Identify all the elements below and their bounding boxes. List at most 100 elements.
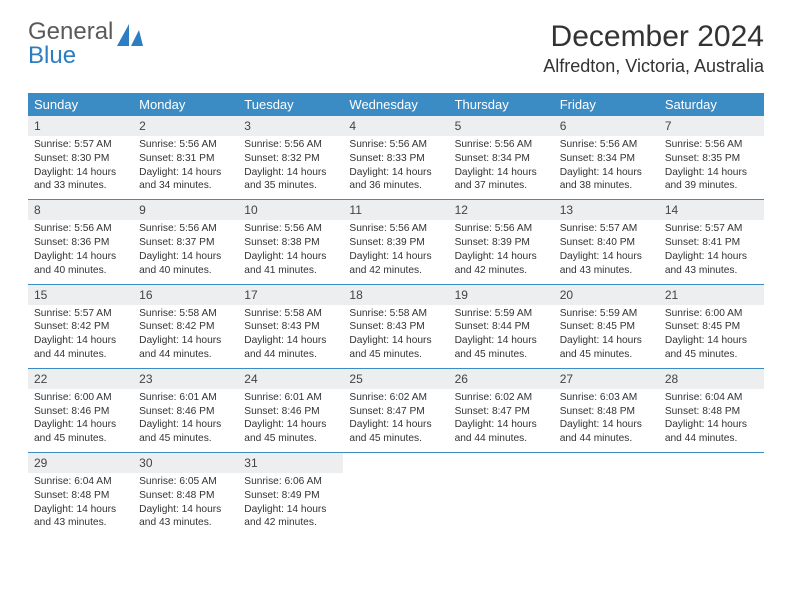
calendar-cell <box>343 453 448 536</box>
sunset-line: Sunset: 8:45 PM <box>659 320 764 334</box>
sunrise-line: Sunrise: 5:57 AM <box>554 222 659 236</box>
calendar-cell: 12Sunrise: 5:56 AMSunset: 8:39 PMDayligh… <box>449 200 554 283</box>
sunrise-line: Sunrise: 5:57 AM <box>659 222 764 236</box>
calendar-cell: 20Sunrise: 5:59 AMSunset: 8:45 PMDayligh… <box>554 285 659 368</box>
day-number: 14 <box>659 200 764 220</box>
daylight-line: Daylight: 14 hours and 37 minutes. <box>449 166 554 194</box>
sunrise-line: Sunrise: 5:56 AM <box>449 138 554 152</box>
daylight-line: Daylight: 14 hours and 33 minutes. <box>28 166 133 194</box>
day-number: 8 <box>28 200 133 220</box>
day-number: 7 <box>659 116 764 136</box>
calendar-cell: 14Sunrise: 5:57 AMSunset: 8:41 PMDayligh… <box>659 200 764 283</box>
logo-word2: Blue <box>28 42 76 69</box>
day-number: 17 <box>238 285 343 305</box>
logo-word1: General <box>28 18 113 45</box>
daylight-line: Daylight: 14 hours and 42 minutes. <box>449 250 554 278</box>
sunset-line: Sunset: 8:32 PM <box>238 152 343 166</box>
calendar-cell <box>554 453 659 536</box>
sunset-line: Sunset: 8:49 PM <box>238 489 343 503</box>
sunrise-line: Sunrise: 6:03 AM <box>554 391 659 405</box>
sunrise-line: Sunrise: 5:58 AM <box>133 307 238 321</box>
day-number: 13 <box>554 200 659 220</box>
calendar-cell: 1Sunrise: 5:57 AMSunset: 8:30 PMDaylight… <box>28 116 133 199</box>
daylight-line: Daylight: 14 hours and 34 minutes. <box>133 166 238 194</box>
day-number: 24 <box>238 369 343 389</box>
day-number: 18 <box>343 285 448 305</box>
logo: General Blue <box>28 20 145 68</box>
daylight-line: Daylight: 14 hours and 44 minutes. <box>28 334 133 362</box>
day-number: 9 <box>133 200 238 220</box>
daylight-line: Daylight: 14 hours and 45 minutes. <box>343 418 448 446</box>
daylight-line: Daylight: 14 hours and 40 minutes. <box>28 250 133 278</box>
day-number: 19 <box>449 285 554 305</box>
sunset-line: Sunset: 8:38 PM <box>238 236 343 250</box>
day-number: 6 <box>554 116 659 136</box>
sunrise-line: Sunrise: 6:00 AM <box>659 307 764 321</box>
daylight-line: Daylight: 14 hours and 42 minutes. <box>343 250 448 278</box>
calendar-cell: 19Sunrise: 5:59 AMSunset: 8:44 PMDayligh… <box>449 285 554 368</box>
weekday-label: Sunday <box>28 93 133 116</box>
sunset-line: Sunset: 8:39 PM <box>449 236 554 250</box>
daylight-line: Daylight: 14 hours and 45 minutes. <box>449 334 554 362</box>
day-number: 20 <box>554 285 659 305</box>
calendar-cell: 27Sunrise: 6:03 AMSunset: 8:48 PMDayligh… <box>554 369 659 452</box>
day-number: 25 <box>343 369 448 389</box>
daylight-line: Daylight: 14 hours and 44 minutes. <box>238 334 343 362</box>
sunrise-line: Sunrise: 6:06 AM <box>238 475 343 489</box>
sunset-line: Sunset: 8:43 PM <box>238 320 343 334</box>
sunset-line: Sunset: 8:47 PM <box>343 405 448 419</box>
sunset-line: Sunset: 8:48 PM <box>554 405 659 419</box>
day-number: 2 <box>133 116 238 136</box>
sunrise-line: Sunrise: 5:56 AM <box>133 222 238 236</box>
sunset-line: Sunset: 8:33 PM <box>343 152 448 166</box>
daylight-line: Daylight: 14 hours and 35 minutes. <box>238 166 343 194</box>
sunset-line: Sunset: 8:47 PM <box>449 405 554 419</box>
calendar-cell: 15Sunrise: 5:57 AMSunset: 8:42 PMDayligh… <box>28 285 133 368</box>
calendar-cell: 11Sunrise: 5:56 AMSunset: 8:39 PMDayligh… <box>343 200 448 283</box>
day-number: 16 <box>133 285 238 305</box>
calendar-cell: 3Sunrise: 5:56 AMSunset: 8:32 PMDaylight… <box>238 116 343 199</box>
sunrise-line: Sunrise: 6:04 AM <box>28 475 133 489</box>
sunset-line: Sunset: 8:31 PM <box>133 152 238 166</box>
calendar-cell: 30Sunrise: 6:05 AMSunset: 8:48 PMDayligh… <box>133 453 238 536</box>
sunset-line: Sunset: 8:43 PM <box>343 320 448 334</box>
calendar-cell: 31Sunrise: 6:06 AMSunset: 8:49 PMDayligh… <box>238 453 343 536</box>
sunset-line: Sunset: 8:46 PM <box>133 405 238 419</box>
calendar-week: 1Sunrise: 5:57 AMSunset: 8:30 PMDaylight… <box>28 116 764 200</box>
calendar-cell: 24Sunrise: 6:01 AMSunset: 8:46 PMDayligh… <box>238 369 343 452</box>
calendar-cell: 26Sunrise: 6:02 AMSunset: 8:47 PMDayligh… <box>449 369 554 452</box>
sunrise-line: Sunrise: 6:01 AM <box>133 391 238 405</box>
daylight-line: Daylight: 14 hours and 43 minutes. <box>133 503 238 531</box>
day-number: 28 <box>659 369 764 389</box>
calendar-week: 29Sunrise: 6:04 AMSunset: 8:48 PMDayligh… <box>28 453 764 536</box>
day-number: 26 <box>449 369 554 389</box>
daylight-line: Daylight: 14 hours and 44 minutes. <box>659 418 764 446</box>
sunset-line: Sunset: 8:39 PM <box>343 236 448 250</box>
weekday-label: Saturday <box>659 93 764 116</box>
calendar-cell: 5Sunrise: 5:56 AMSunset: 8:34 PMDaylight… <box>449 116 554 199</box>
daylight-line: Daylight: 14 hours and 41 minutes. <box>238 250 343 278</box>
header: General Blue December 2024 Alfredton, Vi… <box>28 20 764 77</box>
daylight-line: Daylight: 14 hours and 42 minutes. <box>238 503 343 531</box>
sunrise-line: Sunrise: 6:02 AM <box>449 391 554 405</box>
sunset-line: Sunset: 8:48 PM <box>28 489 133 503</box>
daylight-line: Daylight: 14 hours and 44 minutes. <box>554 418 659 446</box>
sunrise-line: Sunrise: 5:59 AM <box>449 307 554 321</box>
day-number: 23 <box>133 369 238 389</box>
sunset-line: Sunset: 8:46 PM <box>28 405 133 419</box>
calendar-week: 8Sunrise: 5:56 AMSunset: 8:36 PMDaylight… <box>28 200 764 284</box>
sunrise-line: Sunrise: 5:56 AM <box>659 138 764 152</box>
day-number: 21 <box>659 285 764 305</box>
sunrise-line: Sunrise: 5:59 AM <box>554 307 659 321</box>
calendar-cell: 16Sunrise: 5:58 AMSunset: 8:42 PMDayligh… <box>133 285 238 368</box>
sunrise-line: Sunrise: 5:56 AM <box>449 222 554 236</box>
calendar-cell: 6Sunrise: 5:56 AMSunset: 8:34 PMDaylight… <box>554 116 659 199</box>
daylight-line: Daylight: 14 hours and 43 minutes. <box>554 250 659 278</box>
daylight-line: Daylight: 14 hours and 43 minutes. <box>28 503 133 531</box>
daylight-line: Daylight: 14 hours and 45 minutes. <box>554 334 659 362</box>
daylight-line: Daylight: 14 hours and 45 minutes. <box>133 418 238 446</box>
sunrise-line: Sunrise: 5:57 AM <box>28 307 133 321</box>
sunrise-line: Sunrise: 5:56 AM <box>343 138 448 152</box>
sunset-line: Sunset: 8:35 PM <box>659 152 764 166</box>
weekday-header: SundayMondayTuesdayWednesdayThursdayFrid… <box>28 93 764 116</box>
